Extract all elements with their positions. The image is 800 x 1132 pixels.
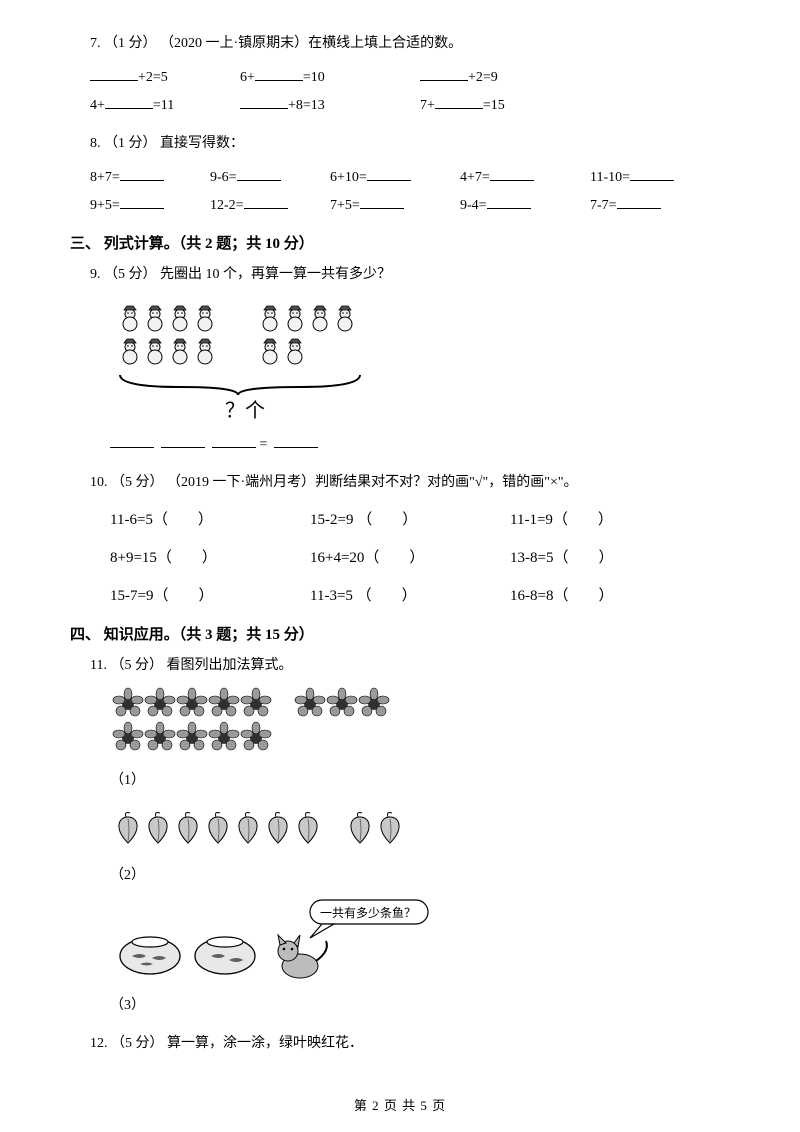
q11: 11. （5 分） 看图列出加法算式。 [70, 652, 730, 1020]
q7-r2c3: 7+=15 [420, 92, 580, 120]
section4-heading: 四、 知识应用。（共 3 题；共 15 分） [70, 623, 730, 644]
q8-r2c5: 7-7= [590, 192, 720, 220]
q11-sub3: （3） [110, 992, 730, 1020]
q9-equation: = [110, 431, 730, 459]
q8: 8. （1 分） 直接写得数： 8+7= 9-6= 6+10= 4+7= 11-… [70, 130, 730, 220]
q11-fig1 [110, 686, 730, 761]
q8-label: 8. （1 分） 直接写得数： [90, 130, 730, 158]
q7-r2c1: 4+=11 [90, 92, 240, 120]
q8-r1c3: 6+10= [330, 164, 460, 192]
q8-r1c5: 11-10= [590, 164, 720, 192]
q7-r1c2: 6+=10 [240, 64, 420, 92]
q10-row1: 11-6=5（ ） 15-2=9 （ ） 11-1=9（ ） [110, 505, 730, 535]
q8-r2c4: 9-4= [460, 192, 590, 220]
q7-r1c3: +2=9 [420, 64, 580, 92]
q7: 7. （1 分） （2020 一上·镇原期末）在横线上填上合适的数。 +2=5 … [70, 30, 730, 120]
q8-r2c1: 9+5= [90, 192, 210, 220]
q11-sub2: （2） [110, 862, 730, 890]
q8-r1c4: 4+7= [460, 164, 590, 192]
q9-label: 9. （5 分） 先圈出 10 个，再算一算一共有多少？ [90, 261, 730, 289]
q12-label: 12. （5 分） 算一算，涂一涂，绿叶映红花． [90, 1030, 730, 1058]
page-footer: 第 2 页 共 5 页 [0, 1095, 800, 1114]
q8-r1c2: 9-6= [210, 164, 330, 192]
q9-qmark: ？个 [225, 399, 265, 422]
section3-heading: 三、 列式计算。（共 2 题；共 10 分） [70, 232, 730, 253]
q8-r2c2: 12-2= [210, 192, 330, 220]
q7-r2c2: +8=13 [240, 92, 420, 120]
q9-figure: ？个 [110, 295, 730, 425]
q8-r1c1: 8+7= [90, 164, 210, 192]
q10-label: 10. （5 分） （2019 一下·端州月考）判断结果对不对？对的画"√"，错… [90, 469, 730, 497]
q10-row2: 8+9=15（ ） 16+4=20（ ） 13-8=5（ ） [110, 543, 730, 573]
q7-label: 7. （1 分） （2020 一上·镇原期末）在横线上填上合适的数。 [90, 30, 730, 58]
q11-fig3: 一共有多少条鱼？ [110, 896, 730, 986]
q12: 12. （5 分） 算一算，涂一涂，绿叶映红花． [70, 1030, 730, 1058]
q10-row3: 15-7=9（ ） 11-3=5 （ ） 16-8=8（ ） [110, 581, 730, 611]
q11-label: 11. （5 分） 看图列出加法算式。 [90, 652, 730, 680]
q8-r2c3: 7+5= [330, 192, 460, 220]
q9: 9. （5 分） 先圈出 10 个，再算一算一共有多少？ [70, 261, 730, 459]
q11-sub1: （1） [110, 767, 730, 795]
q10: 10. （5 分） （2019 一下·端州月考）判断结果对不对？对的画"√"，错… [70, 469, 730, 611]
q11-fig2 [110, 801, 730, 856]
svg-text:一共有多少条鱼？: 一共有多少条鱼？ [320, 906, 416, 920]
q7-r1c1: +2=5 [90, 64, 240, 92]
